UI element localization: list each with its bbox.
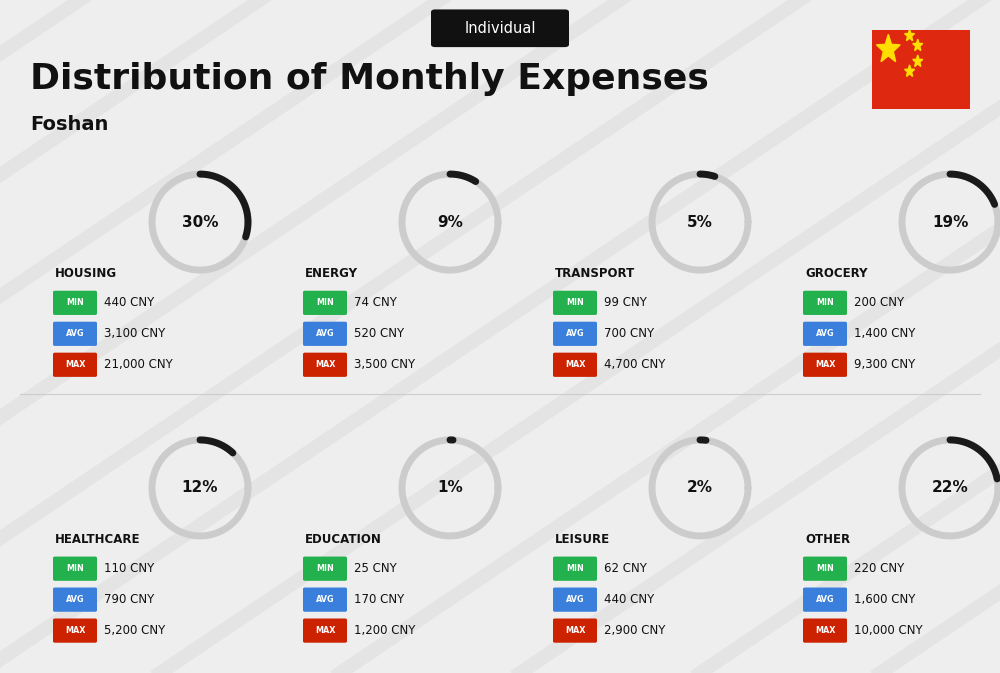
Text: MIN: MIN — [66, 564, 84, 573]
Text: AVG: AVG — [566, 329, 584, 339]
FancyBboxPatch shape — [553, 557, 597, 581]
FancyBboxPatch shape — [803, 618, 847, 643]
FancyBboxPatch shape — [303, 618, 347, 643]
Text: EDUCATION: EDUCATION — [305, 533, 382, 546]
Text: 440 CNY: 440 CNY — [104, 296, 154, 310]
FancyBboxPatch shape — [553, 322, 597, 346]
Text: 3,100 CNY: 3,100 CNY — [104, 327, 165, 341]
Text: ENERGY: ENERGY — [305, 267, 358, 281]
Text: MIN: MIN — [566, 564, 584, 573]
FancyBboxPatch shape — [431, 9, 569, 47]
FancyBboxPatch shape — [53, 557, 97, 581]
FancyBboxPatch shape — [803, 353, 847, 377]
Polygon shape — [913, 39, 923, 50]
Polygon shape — [905, 65, 915, 77]
FancyBboxPatch shape — [303, 588, 347, 612]
FancyBboxPatch shape — [53, 588, 97, 612]
FancyBboxPatch shape — [53, 618, 97, 643]
Text: 25 CNY: 25 CNY — [354, 562, 397, 575]
Text: AVG: AVG — [816, 595, 834, 604]
Text: 1,600 CNY: 1,600 CNY — [854, 593, 915, 606]
FancyBboxPatch shape — [553, 588, 597, 612]
Text: MIN: MIN — [66, 298, 84, 308]
FancyBboxPatch shape — [303, 557, 347, 581]
Text: LEISURE: LEISURE — [555, 533, 610, 546]
Text: 12%: 12% — [182, 481, 218, 495]
Polygon shape — [913, 55, 923, 67]
Text: 5%: 5% — [687, 215, 713, 229]
Text: 220 CNY: 220 CNY — [854, 562, 904, 575]
Text: 1%: 1% — [437, 481, 463, 495]
Text: 19%: 19% — [932, 215, 968, 229]
Text: HEALTHCARE: HEALTHCARE — [55, 533, 140, 546]
Text: 4,700 CNY: 4,700 CNY — [604, 358, 665, 371]
FancyBboxPatch shape — [303, 322, 347, 346]
Text: 440 CNY: 440 CNY — [604, 593, 654, 606]
Text: MAX: MAX — [565, 626, 585, 635]
Text: MAX: MAX — [65, 626, 85, 635]
Text: 10,000 CNY: 10,000 CNY — [854, 624, 923, 637]
Text: 62 CNY: 62 CNY — [604, 562, 647, 575]
Text: AVG: AVG — [816, 329, 834, 339]
Text: MIN: MIN — [316, 298, 334, 308]
Text: MAX: MAX — [315, 360, 335, 369]
Text: AVG: AVG — [316, 595, 334, 604]
Text: 1,200 CNY: 1,200 CNY — [354, 624, 415, 637]
Text: MIN: MIN — [816, 564, 834, 573]
FancyBboxPatch shape — [53, 322, 97, 346]
Text: MAX: MAX — [65, 360, 85, 369]
FancyBboxPatch shape — [553, 618, 597, 643]
FancyBboxPatch shape — [803, 291, 847, 315]
Text: 30%: 30% — [182, 215, 218, 229]
Text: 99 CNY: 99 CNY — [604, 296, 647, 310]
Text: Distribution of Monthly Expenses: Distribution of Monthly Expenses — [30, 63, 709, 96]
Text: MAX: MAX — [565, 360, 585, 369]
Text: AVG: AVG — [66, 595, 84, 604]
Text: 74 CNY: 74 CNY — [354, 296, 397, 310]
Text: 110 CNY: 110 CNY — [104, 562, 154, 575]
Text: 5,200 CNY: 5,200 CNY — [104, 624, 165, 637]
Text: Individual: Individual — [464, 21, 536, 36]
Text: TRANSPORT: TRANSPORT — [555, 267, 635, 281]
Text: HOUSING: HOUSING — [55, 267, 117, 281]
Text: MIN: MIN — [316, 564, 334, 573]
Text: MAX: MAX — [315, 626, 335, 635]
Text: MAX: MAX — [815, 626, 835, 635]
Text: OTHER: OTHER — [805, 533, 850, 546]
Polygon shape — [905, 29, 915, 40]
FancyBboxPatch shape — [53, 291, 97, 315]
FancyBboxPatch shape — [303, 291, 347, 315]
Text: 790 CNY: 790 CNY — [104, 593, 154, 606]
FancyBboxPatch shape — [553, 353, 597, 377]
FancyBboxPatch shape — [303, 353, 347, 377]
Text: 170 CNY: 170 CNY — [354, 593, 404, 606]
FancyBboxPatch shape — [53, 353, 97, 377]
Text: 700 CNY: 700 CNY — [604, 327, 654, 341]
Text: 9%: 9% — [437, 215, 463, 229]
Text: 21,000 CNY: 21,000 CNY — [104, 358, 173, 371]
Text: 200 CNY: 200 CNY — [854, 296, 904, 310]
Text: 1,400 CNY: 1,400 CNY — [854, 327, 915, 341]
Text: AVG: AVG — [66, 329, 84, 339]
Text: 2%: 2% — [687, 481, 713, 495]
Text: 9,300 CNY: 9,300 CNY — [854, 358, 915, 371]
Text: Foshan: Foshan — [30, 115, 108, 134]
FancyBboxPatch shape — [803, 322, 847, 346]
Text: 22%: 22% — [932, 481, 968, 495]
Text: 520 CNY: 520 CNY — [354, 327, 404, 341]
FancyBboxPatch shape — [553, 291, 597, 315]
Text: 2,900 CNY: 2,900 CNY — [604, 624, 665, 637]
Polygon shape — [877, 34, 900, 62]
Text: AVG: AVG — [316, 329, 334, 339]
FancyBboxPatch shape — [803, 557, 847, 581]
Text: MIN: MIN — [566, 298, 584, 308]
Text: GROCERY: GROCERY — [805, 267, 867, 281]
Text: MAX: MAX — [815, 360, 835, 369]
Text: MIN: MIN — [816, 298, 834, 308]
FancyBboxPatch shape — [803, 588, 847, 612]
Text: AVG: AVG — [566, 595, 584, 604]
Text: 3,500 CNY: 3,500 CNY — [354, 358, 415, 371]
